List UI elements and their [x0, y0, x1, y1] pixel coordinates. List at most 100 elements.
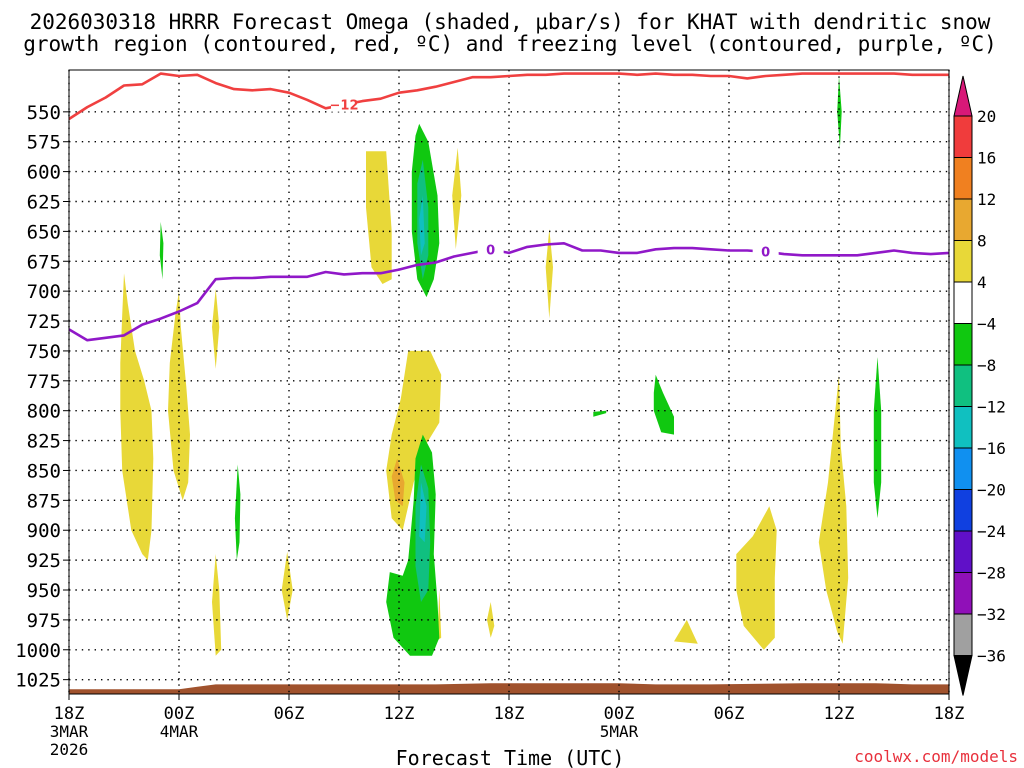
chart-title-line1: 2026030318 HRRR Forecast Omega (shaded, … [30, 10, 991, 34]
freezing-contour-line [68, 242, 950, 342]
y-tick-label-875: 875 [27, 490, 61, 512]
x-tick-label-1: 00Z [164, 704, 195, 724]
colorbar-box-12 [953, 572, 973, 615]
grid-lines [68, 70, 950, 694]
omega-region-8 [452, 147, 462, 250]
colorbar-box-9 [953, 447, 973, 490]
colorbar-label-11: −28 [977, 564, 1006, 583]
colorbar-label-8: −16 [977, 439, 1006, 458]
colorbar-bottom-arrow [953, 655, 973, 696]
omega-region-10 [487, 602, 495, 638]
y-tick-label-975: 975 [27, 610, 61, 632]
dgz-contour-line [68, 72, 949, 121]
y-tick-label-700: 700 [27, 281, 61, 303]
colorbar-label-9: −20 [977, 481, 1006, 500]
credit-text: coolwx.com/models [854, 747, 1018, 766]
colorbar-box-3 [953, 198, 973, 241]
colorbar-label-12: −32 [977, 605, 1006, 624]
y-tick-label-675: 675 [27, 251, 61, 273]
omega-region-3 [212, 554, 222, 656]
colorbar-label-2: 12 [977, 190, 996, 209]
omega-region-13 [736, 506, 777, 650]
colorbar-label-1: 16 [977, 149, 996, 168]
omega-region-25 [653, 374, 674, 435]
y-tick-label-1000: 1000 [15, 640, 61, 662]
dgz-contour-label-bg-0 [331, 97, 357, 112]
colorbar-label-7: −12 [977, 398, 1006, 417]
omega-region-20 [419, 482, 427, 543]
omega-region-1 [168, 291, 190, 501]
omega-region-23 [837, 76, 842, 148]
colorbar-label-13: −36 [977, 647, 1006, 666]
colorbar-label-0: 20 [977, 107, 996, 126]
y-tick-label-900: 900 [27, 520, 61, 542]
colorbar-top-arrow [953, 75, 973, 117]
omega-region-0 [120, 273, 154, 561]
omega-region-12 [674, 619, 698, 644]
omega-shaded-regions [120, 76, 882, 656]
omega-region-14 [818, 374, 849, 644]
colorbar-label-10: −24 [977, 522, 1006, 541]
colorbar-label-4: 4 [977, 273, 987, 292]
y-tick-label-625: 625 [27, 191, 61, 213]
y-tick-label-950: 950 [27, 580, 61, 602]
x-tick-label-8: 18Z [934, 704, 965, 724]
x-tick-date-0: 3MAR [50, 722, 89, 741]
y-tick-label-550: 550 [27, 102, 61, 124]
colorbar-box-4 [953, 240, 973, 283]
y-tick-label-725: 725 [27, 311, 61, 333]
x-tick-label-0: 18Z [54, 704, 85, 724]
omega-region-2 [212, 288, 220, 369]
y-tick-label-650: 650 [27, 221, 61, 243]
y-tick-label-925: 925 [27, 550, 61, 572]
omega-region-17 [419, 195, 425, 256]
x-tick-label-6: 06Z [714, 704, 745, 724]
omega-region-11 [545, 229, 553, 319]
y-tick-label-1025: 1025 [15, 670, 61, 692]
y-tick-label-600: 600 [27, 162, 61, 184]
omega-region-21 [159, 221, 164, 280]
colorbar-box-2 [953, 157, 973, 200]
y-tick-label-850: 850 [27, 460, 61, 482]
y-tick-label-775: 775 [27, 371, 61, 393]
y-axis: 550 575 600 625 650 675 700 725 750 775 800 825 850 8… [15, 102, 69, 692]
chart-title-line2: growth region (contoured, red, ºC) and f… [23, 32, 997, 56]
freezing-contour-label-bg-1 [752, 244, 779, 259]
colorbar-box-6 [953, 323, 973, 366]
x-axis-label: Forecast Time (UTC) [396, 746, 625, 768]
omega-region-26 [593, 410, 607, 417]
plot-frame [68, 69, 950, 695]
colorbar-box-13 [953, 613, 973, 656]
omega-region-24 [873, 356, 882, 519]
x-tick-label-4: 18Z [494, 704, 525, 724]
x-tick-label-7: 12Z [824, 704, 855, 724]
omega-region-4 [281, 551, 293, 620]
omega-region-7 [391, 458, 405, 507]
x-tick-year-0: 2026 [50, 740, 89, 759]
colorbar: 20 16 12 8 4 −4 −8 −12 −16 −20 −24 −28 −32 −36 [953, 75, 1006, 696]
colorbar-label-6: −8 [977, 356, 996, 375]
y-tick-label-800: 800 [27, 401, 61, 423]
freezing-contour-label-bg-0 [477, 242, 504, 257]
y-tick-label-750: 750 [27, 341, 61, 363]
colorbar-box-1 [953, 115, 973, 158]
freezing-contour-label-1: 0 [761, 246, 770, 261]
x-tick-date-5: 5MAR [600, 722, 639, 741]
x-tick-date-1: 4MAR [160, 722, 199, 741]
colorbar-label-5: −4 [977, 315, 996, 334]
colorbar-box-10 [953, 489, 973, 532]
colorbar-box-7 [953, 364, 973, 407]
colorbar-label-3: 8 [977, 232, 987, 251]
x-tick-label-2: 06Z [274, 704, 305, 724]
colorbar-box-5 [953, 281, 973, 324]
freezing-contour-label-0: 0 [486, 243, 495, 258]
omega-region-22 [234, 464, 241, 561]
y-tick-label-575: 575 [27, 132, 61, 154]
x-tick-label-3: 12Z [384, 704, 415, 724]
omega-region-5 [366, 151, 392, 284]
contour-lines: −12 0 0 [68, 72, 950, 342]
colorbar-box-8 [953, 406, 973, 449]
dgz-contour-label-0: −12 [330, 99, 359, 114]
